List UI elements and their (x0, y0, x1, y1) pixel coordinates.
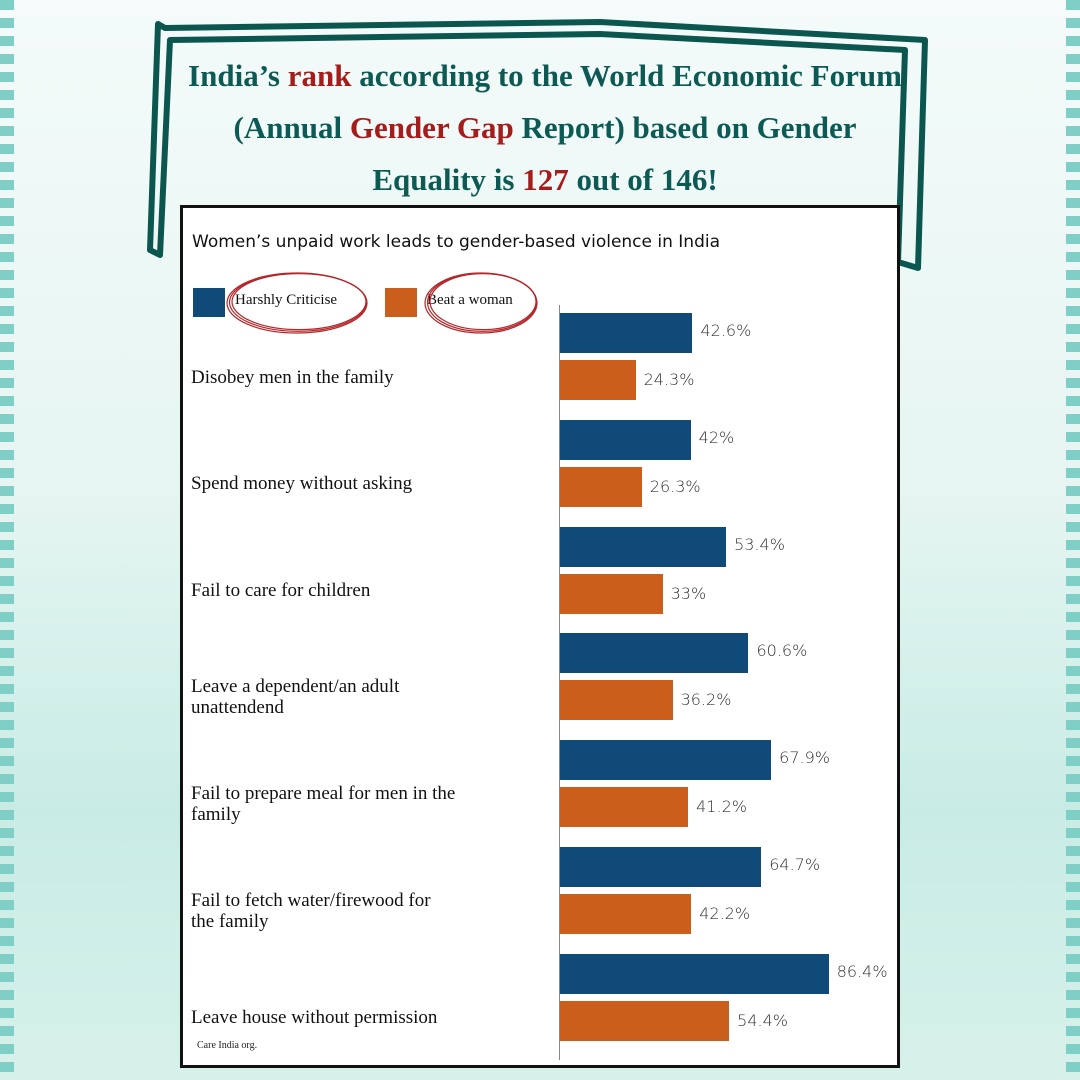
headline-part: India’s (188, 58, 288, 93)
headline-part: 127 (522, 162, 569, 197)
value-label: 42.6% (700, 321, 752, 340)
bar (560, 360, 636, 400)
bar (560, 953, 829, 994)
value-label: 33% (670, 583, 707, 603)
chart-title: Women’s unpaid work leads to gender-base… (192, 232, 721, 252)
legend-label: Beat a woman (427, 292, 513, 308)
headline: India’s rank according to the World Econ… (185, 50, 905, 206)
value-label: 67.9% (779, 748, 830, 768)
value-label: 64.7% (769, 855, 821, 874)
axis-line (559, 305, 560, 1060)
bar (560, 526, 727, 567)
bar (560, 680, 673, 721)
category-label: Fail to fetch water/firewood for the fam… (191, 890, 431, 932)
value-label: 60.6% (756, 641, 808, 661)
headline-part: rank (287, 58, 352, 93)
value-label: 36.2% (680, 690, 732, 710)
legend-swatch (193, 288, 225, 317)
value-label: 42.2% (699, 904, 751, 923)
category-label: Spend money without asking (191, 473, 413, 495)
category-label: Fail to care for children (191, 580, 371, 602)
bar (560, 1000, 730, 1041)
bar (560, 894, 692, 934)
category-label: Fail to prepare meal for men in the fami… (191, 783, 456, 826)
value-label: 54.4% (737, 1010, 788, 1030)
source: Care India org. (197, 1040, 258, 1051)
edge-strip (1066, 0, 1080, 1080)
value-label: 86.4% (836, 961, 888, 981)
bar (560, 573, 663, 614)
bar (560, 740, 772, 781)
bar (560, 313, 693, 353)
bar (560, 847, 762, 887)
bar (560, 419, 691, 460)
bar (560, 787, 689, 828)
value-label: 53.4% (734, 534, 785, 554)
edge-strip (0, 0, 14, 1080)
legend-label: Harshly Criticise (235, 292, 338, 308)
headline-part: out of 146! (568, 162, 718, 197)
category-label: Leave house without permission (191, 1007, 438, 1029)
value-label: 41.2% (696, 797, 747, 817)
value-label: 24.3% (643, 370, 695, 389)
legend-swatch (385, 288, 417, 317)
value-label: 26.3% (649, 476, 701, 496)
bar (560, 633, 749, 674)
value-label: 42% (698, 427, 735, 447)
bar (560, 466, 642, 507)
chart-panel (180, 205, 900, 1068)
headline-part: according to the World Economic Forum (A… (233, 58, 902, 145)
headline-part: Report) based on Gender Equality is (372, 110, 857, 197)
category-label: Leave a dependent/an adult unattendend (191, 676, 400, 719)
category-label: Disobey men in the family (191, 366, 394, 388)
headline-part: Gender Gap (349, 110, 514, 145)
